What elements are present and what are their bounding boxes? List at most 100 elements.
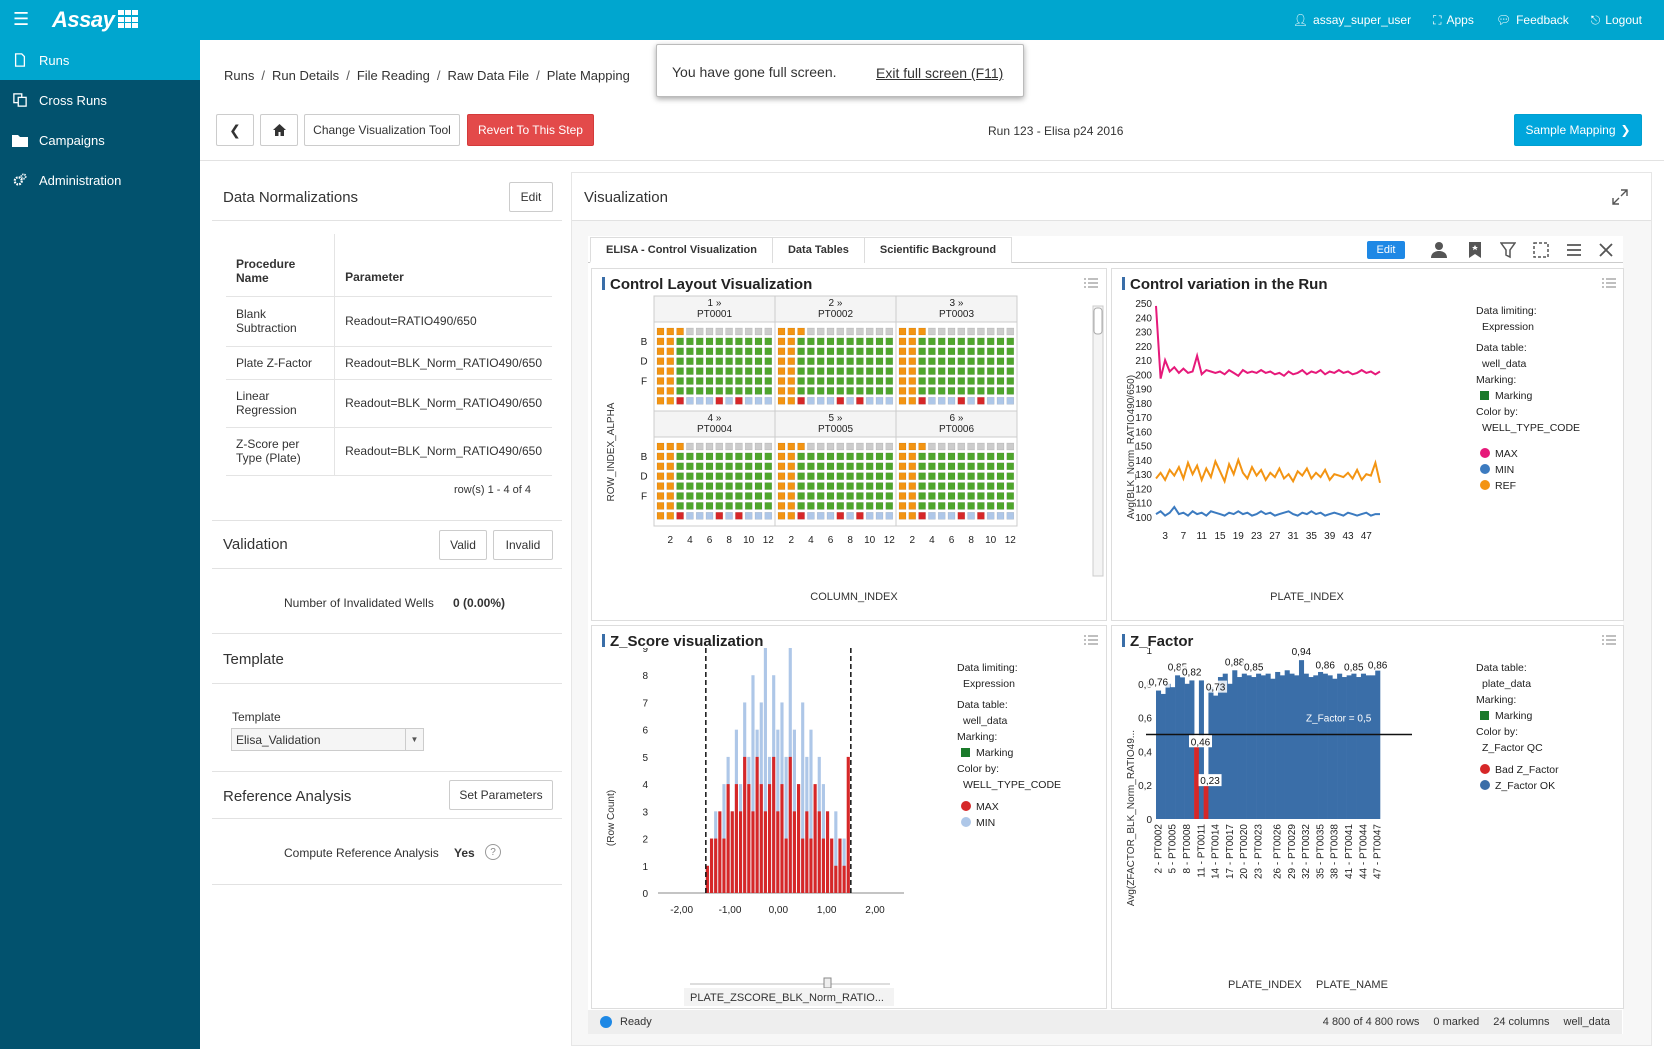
viz-edit-button[interactable]: Edit [1367, 241, 1405, 259]
chart-menu-icon[interactable] [1602, 635, 1616, 646]
logout-link[interactable]: ⎋ Logout [1590, 12, 1642, 28]
data-label: 0,73 [1206, 683, 1226, 694]
well-cell [666, 367, 675, 375]
chart-menu-icon[interactable] [1084, 635, 1098, 646]
home-button[interactable] [260, 114, 298, 146]
well-cell [744, 367, 753, 375]
sidebar-item-runs[interactable]: Runs [0, 40, 200, 80]
well-cell [777, 387, 786, 395]
well-cell [816, 452, 825, 461]
tab-scientific-background[interactable]: Scientific Background [863, 237, 1013, 263]
legend-item-ref[interactable]: REF [1476, 478, 1580, 494]
breadcrumb-raw-data-file[interactable]: Raw Data File [447, 68, 530, 83]
back-button[interactable]: ❮ [216, 114, 254, 146]
well-cell [908, 482, 917, 490]
sidebar-item-campaigns[interactable]: Campaigns [0, 120, 200, 160]
sidebar-item-cross-runs[interactable]: Cross Runs [0, 80, 200, 120]
legend-item-min[interactable]: MIN [957, 815, 1061, 831]
bookmark-icon[interactable] [1468, 241, 1482, 259]
zfactor-bar [1203, 780, 1209, 819]
x-tick-label: -2,00 [670, 905, 693, 916]
well-cell [918, 367, 926, 375]
layout-scrollbar[interactable] [1092, 305, 1104, 577]
well-cell [695, 502, 704, 510]
well-cell [898, 462, 907, 471]
well-cell [875, 462, 884, 471]
histogram-bar-max [825, 811, 830, 893]
select-region-icon[interactable] [1532, 241, 1550, 259]
legend-item-max[interactable]: MAX [1476, 446, 1580, 462]
chart-menu-icon[interactable] [1602, 278, 1616, 289]
breadcrumb-file-reading[interactable]: File Reading [356, 68, 430, 83]
control-variation-chart[interactable]: Avg(BLK_Norm_RATIO490/650) PLATE_INDEX 1… [1112, 292, 1472, 620]
status-ready: Ready [620, 1016, 652, 1028]
well-cell [908, 387, 917, 395]
tab-data-tables[interactable]: Data Tables [771, 237, 865, 263]
exit-fullscreen-link[interactable]: Exit full screen (F11) [876, 65, 1004, 81]
well-cell [977, 357, 985, 365]
expand-icon[interactable] [1612, 189, 1628, 205]
histogram-bar-max [780, 784, 784, 893]
filter-icon[interactable] [1500, 241, 1516, 259]
legend-item-ok[interactable]: Z_Factor OK [1476, 778, 1559, 794]
data-label-bg [1242, 660, 1266, 673]
zscore-slider-handle[interactable] [823, 977, 832, 989]
brand-logo[interactable]: Assay [52, 7, 115, 32]
zfactor-bar [1303, 673, 1309, 819]
user-menu[interactable]: 👤︎ assay_super_user [1292, 13, 1412, 27]
well-cell [797, 482, 805, 490]
breadcrumb-run-details[interactable]: Run Details [271, 68, 340, 83]
chart-menu-icon[interactable] [1084, 278, 1098, 289]
well-cell [715, 347, 724, 356]
well-cell [957, 472, 966, 480]
well-cell [928, 482, 936, 490]
question-circle-icon[interactable]: ? [485, 844, 501, 860]
well-cell [908, 357, 917, 365]
users-icon[interactable] [1430, 241, 1450, 259]
well-cell [856, 357, 864, 365]
sample-mapping-button[interactable]: Sample Mapping ❯ [1514, 114, 1642, 146]
breadcrumb-runs[interactable]: Runs [224, 68, 255, 83]
revert-to-step-button[interactable]: Revert To This Step [467, 114, 594, 146]
plate-index-label: 6 » [950, 413, 964, 424]
set-parameters-button[interactable]: Set Parameters [449, 780, 553, 810]
valid-button[interactable]: Valid [439, 530, 487, 560]
zfactor-x-axis-label-name: PLATE_NAME [1316, 979, 1388, 991]
tab-elisa-control[interactable]: ELISA - Control Visualization [590, 237, 773, 263]
control-layout-chart[interactable]: ROW_INDEX_ALPHA COLUMN_INDEX 1 »PT0001BD… [592, 292, 1106, 620]
legend-item-max[interactable]: MAX [957, 799, 1061, 815]
template-select[interactable]: Elisa_Validation ▼ [231, 728, 424, 751]
well-cell [918, 472, 926, 480]
well-cell [865, 357, 874, 365]
well-cell [744, 347, 753, 356]
well-cell [865, 492, 874, 500]
zfactor-bar [1156, 690, 1162, 819]
well-cell [937, 327, 946, 336]
change-visualization-tool-button[interactable]: Change Visualization Tool [304, 114, 460, 146]
layout-scrollbar-thumb[interactable] [1093, 307, 1103, 335]
legend-item-min[interactable]: MIN [1476, 462, 1580, 478]
zscore-chart[interactable]: (Row Count) PLATE_ZSCORE_BLK_Norm_RATIO.… [592, 648, 952, 1008]
plate-header [653, 295, 776, 323]
well-cell [826, 377, 835, 385]
menu-lines-icon[interactable] [1566, 242, 1582, 258]
zfactor-bar [1298, 660, 1305, 819]
well-cell [986, 357, 995, 365]
well-cell [908, 512, 917, 520]
well-cell [807, 327, 815, 336]
normalizations-edit-button[interactable]: Edit [509, 182, 553, 212]
zfactor-chart[interactable]: Avg(ZFACTOR_BLK_Norm_RATIO49... PLATE_IN… [1112, 648, 1472, 1008]
hamburger-menu-icon[interactable]: ☰ [13, 9, 30, 29]
invalid-button[interactable]: Invalid [493, 530, 553, 560]
well-cell [986, 502, 995, 510]
feedback-link[interactable]: 💬︎ Feedback [1495, 13, 1569, 27]
sidebar-item-administration[interactable]: Administration [0, 160, 200, 200]
well-cell [996, 397, 1005, 405]
close-icon[interactable] [1598, 242, 1614, 258]
well-cell [957, 347, 966, 356]
well-cell [957, 452, 966, 461]
legend-item-bad[interactable]: Bad Z_Factor [1476, 762, 1559, 778]
well-cell [918, 357, 926, 365]
well-cell [777, 512, 786, 520]
apps-link[interactable]: ⛶ Apps [1433, 12, 1474, 28]
